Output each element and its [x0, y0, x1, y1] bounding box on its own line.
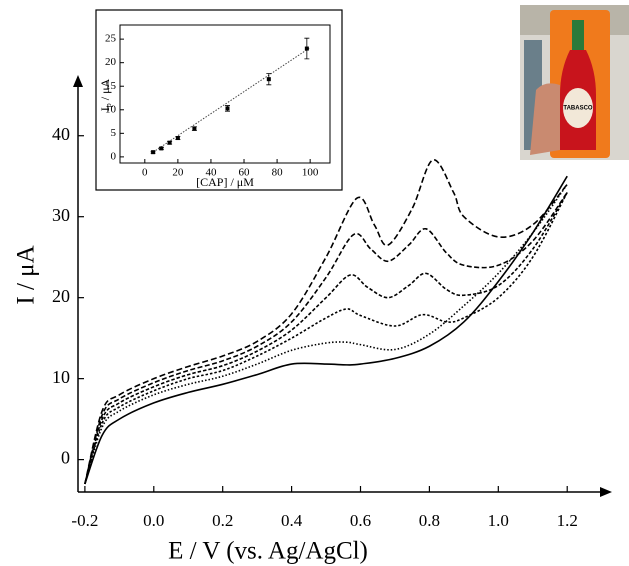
data-point: [266, 77, 271, 82]
y-tick-label: 10: [52, 367, 70, 387]
inset-x-tick-label: 80: [272, 167, 284, 179]
data-point: [159, 146, 164, 151]
inset-x-axis-label: [CAP] / μM: [196, 175, 254, 189]
y-axis-label: I / μA: [13, 245, 40, 304]
inset-y-label-main: I: [98, 107, 112, 111]
inset-axes: [119, 24, 331, 164]
inset-x-tick-label: 20: [172, 167, 184, 179]
cv-curve: [84, 191, 568, 485]
inset-y-tick-label: 5: [111, 127, 117, 139]
product-photo: TABASCO: [520, 5, 629, 160]
inset-y-label-sub: p: [104, 103, 113, 107]
fit-line: [152, 47, 311, 153]
x-tick-label: -0.2: [71, 511, 98, 530]
x-axis-arrow: [600, 487, 612, 497]
inset-y-tick-label: 20: [105, 56, 117, 68]
inset-chart: 0 5 10 15 20 25 0 20 40 60 80 100 [CAP] / μM Ip / μA: [98, 24, 331, 189]
data-point: [167, 140, 172, 145]
x-tick-label: 0.6: [350, 511, 371, 530]
y-tick-label: 40: [52, 124, 70, 144]
data-point: [175, 136, 180, 141]
x-axis-label: E / V (vs. Ag/AgCl): [168, 538, 368, 565]
x-tick-label: 0.0: [143, 511, 164, 530]
inset-y-tick-label: 0: [111, 150, 117, 162]
y-tick-label: 30: [52, 205, 70, 225]
cv-curve: [84, 192, 568, 485]
inset-y-tick-label: 10: [105, 103, 117, 115]
x-tick-label: 0.2: [212, 511, 233, 530]
y-axis-arrow: [73, 75, 83, 87]
brand-label: TABASCO: [563, 106, 593, 112]
y-tick-label: 20: [52, 286, 70, 306]
x-tick-label: 1.0: [488, 511, 509, 530]
data-point: [151, 150, 156, 155]
cv-curve: [84, 175, 568, 485]
bottle-cap: [572, 20, 584, 50]
inset-y-axis-label: Ip / μA: [98, 78, 113, 111]
data-point: [225, 106, 230, 111]
data-point: [192, 126, 197, 131]
y-tick-label: 0: [61, 448, 70, 468]
x-tick-label: 0.4: [281, 511, 303, 530]
cv-curve: [84, 183, 568, 485]
main-chart: 0 10 20 30 40 -0.2 0.0 0.2 0.4 0.6 0.8 1.0 1.2 E / V …: [13, 75, 612, 565]
hand: [530, 83, 560, 155]
x-tick-label: 1.2: [557, 511, 578, 530]
x-tick-label: 0.8: [419, 511, 440, 530]
bottle-label: [563, 88, 593, 128]
cv-curve: [84, 159, 568, 485]
inset-x-tick-label: 0: [142, 167, 148, 179]
inset-x-tick-label: 40: [205, 167, 217, 179]
inset-y-label-unit: / μA: [98, 78, 112, 103]
cv-curve: [84, 191, 568, 485]
data-point: [304, 46, 309, 51]
inset-y-tick-label: 15: [105, 80, 117, 92]
inset-frame: [95, 9, 343, 191]
inset-y-tick-label: 25: [105, 33, 117, 45]
inset-x-tick-label: 100: [302, 167, 319, 179]
inset-x-tick-label: 60: [239, 167, 251, 179]
